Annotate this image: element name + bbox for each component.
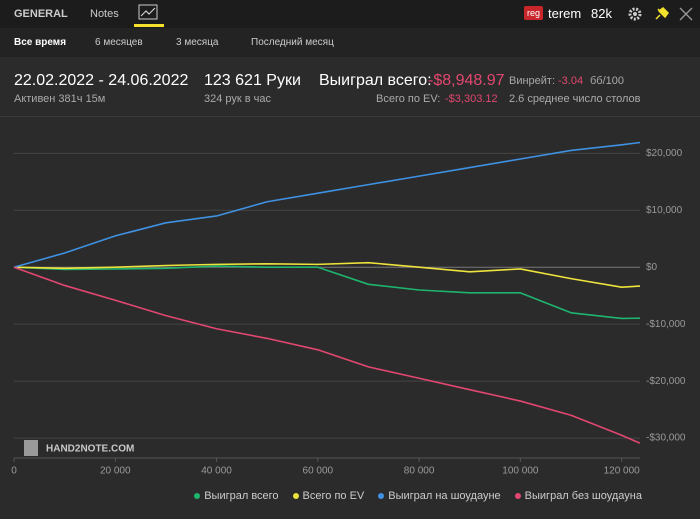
won-label: Выиграл всего: (319, 72, 432, 89)
tables: 2.6 среднее число столов (509, 93, 641, 105)
ev-value: -$3,303.12 (445, 93, 498, 105)
x-tick-label: 120 000 (604, 466, 641, 477)
hands-count: 82k (591, 6, 612, 21)
y-tick-label: -$20,000 (646, 376, 686, 387)
legend-item[interactable]: Всего по EV (292, 490, 365, 502)
logo (24, 440, 38, 456)
series-line (13, 265, 641, 320)
active: Активен 381ч 15м (14, 93, 106, 105)
badge: reg (524, 6, 544, 20)
legend-label: Выиграл без шоудауна (524, 490, 642, 502)
x-tick-label: 40 000 (201, 466, 232, 477)
per-hour: 324 рук в час (204, 93, 272, 105)
pin-icon[interactable] (655, 7, 669, 20)
filter[interactable]: Последний месяц (251, 37, 334, 48)
x-tick-label: 80 000 (404, 466, 435, 477)
winrate-label: Винрейт: (509, 75, 556, 87)
series-line (13, 261, 641, 288)
won-value: -$8,948.97 (428, 72, 505, 89)
legend-label: Выиграл всего (204, 490, 279, 502)
filter[interactable]: 3 месяца (176, 37, 219, 48)
y-tick-label: -$30,000 (646, 433, 686, 444)
filter[interactable]: 6 месяцев (95, 37, 143, 48)
legend-label: Выиграл на шоудауне (388, 490, 501, 502)
legend-item[interactable]: Выиграл без шоудауна (514, 490, 642, 502)
dates: 22.02.2022 - 24.06.2022 (14, 72, 189, 89)
settings-icon[interactable] (628, 7, 642, 21)
tab[interactable]: Notes (90, 8, 119, 20)
legend-swatch (194, 493, 201, 500)
hands: 123 621 Руки (204, 72, 301, 89)
filter[interactable]: Все время (14, 37, 67, 48)
tab[interactable]: GENERAL (14, 8, 68, 20)
close-icon[interactable] (679, 7, 693, 21)
x-tick-label: 20 000 (100, 466, 131, 477)
legend-label: Всего по EV (302, 490, 365, 502)
winrate-unit: бб/100 (590, 75, 625, 87)
graph-tab[interactable] (134, 2, 164, 28)
legend-swatch (292, 493, 299, 500)
legend: Выиграл всего Всего по EV Выиграл на шоуда… (194, 490, 642, 502)
legend-item[interactable]: Выиграл на шоудауне (378, 490, 501, 502)
legend-swatch (514, 493, 521, 500)
y-tick-label: -$10,000 (646, 319, 686, 330)
watermark: HAND2NOTE.COM (46, 444, 134, 455)
legend-swatch (378, 493, 385, 500)
chart: HAND2NOTE.COM $20,000 $10,000 $0 -$10,000 -$… (0, 116, 700, 477)
icons (628, 7, 693, 21)
legend-item[interactable]: Выиграл всего (194, 490, 279, 502)
series-line (13, 266, 641, 444)
x-tick-label: 60 000 (303, 466, 334, 477)
top-bar: GENERAL Notes reg terem 82k (0, 0, 700, 28)
x-tick-label: 100 000 (502, 466, 539, 477)
ev-label: Всего по EV: (376, 93, 441, 105)
separator (0, 116, 700, 117)
series-line (13, 141, 641, 268)
winrate-value: -3.04 (558, 75, 584, 87)
y-tick-label: $20,000 (646, 148, 683, 159)
filter-bar: Все время 6 месяцев 3 месяца Последний м… (0, 28, 700, 57)
player: terem (548, 6, 582, 21)
x-tick-label: 0 (11, 466, 17, 477)
y-tick-label: $0 (646, 262, 658, 273)
y-tick-label: $10,000 (646, 205, 683, 216)
